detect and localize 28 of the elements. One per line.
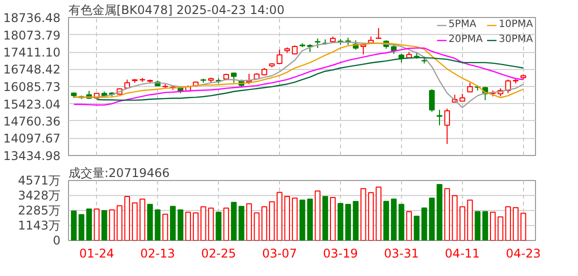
y-tick-label: 13434.98 (3, 149, 61, 163)
x-tick-label: 03-31 (384, 246, 419, 260)
x-tick-label: 04-11 (444, 246, 480, 260)
y-tick-label: 4571万 (18, 174, 61, 188)
x-tick-label: 04-23 (506, 246, 541, 260)
x-tick-label: 03-07 (262, 246, 297, 260)
y-tick-label: 18073.79 (3, 28, 61, 42)
legend-label: 5PMA (448, 19, 476, 30)
chart-title: 有色金属[BK0478] 2025-04-23 14:00 (68, 3, 284, 17)
y-tick-label: 18736.48 (3, 11, 61, 25)
y-tick-label: 0 (52, 234, 61, 248)
y-tick-label: 15423.04 (3, 97, 61, 112)
legend-label: 30PMA (498, 34, 533, 45)
y-tick-label: 16085.73 (3, 80, 61, 94)
y-tick-label: 2285万 (18, 204, 61, 218)
y-tick-label: 16748.42 (3, 62, 61, 77)
legend-label: 10PMA (498, 19, 533, 30)
x-tick-label: 03-19 (323, 246, 358, 260)
x-tick-label: 02-25 (201, 246, 236, 260)
chart-title: 成交量:20719466 (68, 166, 170, 180)
legend-label: 20PMA (448, 34, 483, 45)
y-tick-label: 14760.36 (3, 114, 61, 128)
y-tick-label: 17411.10 (3, 46, 61, 60)
x-tick-label: 02-13 (140, 246, 176, 260)
x-tick-label: 01-24 (79, 246, 114, 260)
y-tick-label: 14097.67 (3, 132, 61, 146)
y-tick-label: 3428万 (18, 188, 61, 203)
y-tick-label: 1143万 (18, 218, 61, 232)
